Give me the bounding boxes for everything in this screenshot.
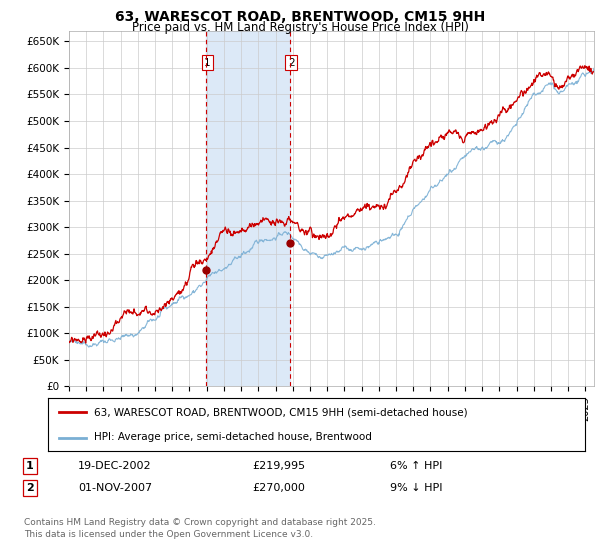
Text: 19-DEC-2002: 19-DEC-2002	[78, 461, 152, 471]
Text: HPI: Average price, semi-detached house, Brentwood: HPI: Average price, semi-detached house,…	[94, 432, 371, 442]
Text: £270,000: £270,000	[252, 483, 305, 493]
Text: Price paid vs. HM Land Registry's House Price Index (HPI): Price paid vs. HM Land Registry's House …	[131, 21, 469, 34]
Text: 6% ↑ HPI: 6% ↑ HPI	[390, 461, 442, 471]
Text: 63, WARESCOT ROAD, BRENTWOOD, CM15 9HH: 63, WARESCOT ROAD, BRENTWOOD, CM15 9HH	[115, 10, 485, 24]
Text: 2: 2	[26, 483, 34, 493]
Text: Contains HM Land Registry data © Crown copyright and database right 2025.
This d: Contains HM Land Registry data © Crown c…	[24, 518, 376, 539]
Text: 9% ↓ HPI: 9% ↓ HPI	[390, 483, 443, 493]
Text: 01-NOV-2007: 01-NOV-2007	[78, 483, 152, 493]
Text: 1: 1	[204, 58, 211, 68]
Bar	[206, 31, 290, 386]
Text: 63, WARESCOT ROAD, BRENTWOOD, CM15 9HH (semi-detached house): 63, WARESCOT ROAD, BRENTWOOD, CM15 9HH (…	[94, 408, 467, 418]
Text: 2: 2	[288, 58, 295, 68]
Text: £219,995: £219,995	[252, 461, 305, 471]
Text: 1: 1	[26, 461, 34, 471]
